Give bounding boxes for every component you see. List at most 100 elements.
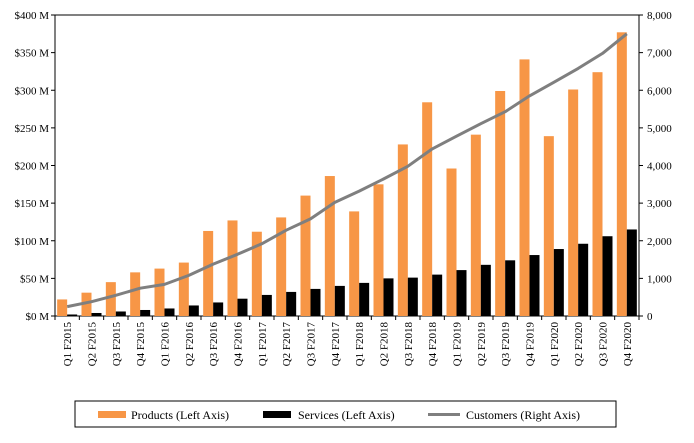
y-right-tick-label: 0 — [647, 311, 653, 323]
bar-products — [592, 72, 603, 316]
axes-layer: $0 M $50 M $100 M $150 M $200 M $250 M $300 M $… — [14, 10, 672, 366]
bar-services — [602, 236, 613, 316]
y-left-tick-label: $0 M — [25, 311, 49, 323]
y-left-tick-label: $200 M — [14, 161, 49, 173]
bar-services — [261, 294, 272, 316]
legend-label-services: Services (Left Axis) — [298, 408, 395, 422]
bar-products — [495, 91, 506, 316]
x-tick-label: Q4 F2017 — [330, 321, 342, 366]
bar-services — [164, 308, 175, 316]
bar-products — [81, 292, 92, 316]
x-tick-label: Q1 F2018 — [354, 322, 366, 367]
bar-services — [115, 311, 126, 316]
x-tick-label: Q1 F2015 — [62, 322, 74, 367]
x-tick-label: Q2 F2020 — [573, 322, 585, 367]
bar-services — [213, 302, 224, 316]
legend-box — [74, 400, 617, 428]
bar-services — [188, 305, 199, 316]
bar-services — [286, 291, 297, 316]
x-tick-label: Q3 F2016 — [208, 322, 220, 367]
bar-services — [359, 282, 370, 316]
bar-products — [154, 268, 165, 316]
line-customers — [66, 32, 628, 309]
bar-services — [578, 243, 589, 316]
x-tick-label: Q2 F2017 — [281, 322, 293, 367]
x-tick-label: Q2 F2016 — [184, 321, 196, 366]
x-tick-label: Q1 F2020 — [549, 321, 561, 366]
bar-products — [422, 102, 433, 316]
bar-products — [276, 217, 287, 316]
x-tick-label: Q2 F2015 — [87, 322, 99, 367]
y-left-tick-label: $250 M — [14, 123, 49, 135]
legend-swatch-products — [98, 411, 126, 418]
bar-services — [310, 288, 321, 316]
bar-products — [349, 211, 360, 316]
y-right-tick-label: 5,000 — [647, 123, 672, 135]
x-tick-label: Q1 F2017 — [257, 321, 269, 366]
bar-products — [300, 195, 311, 316]
bar-services — [626, 229, 637, 316]
bar-products — [130, 272, 141, 316]
y-left-tick-label: $150 M — [14, 198, 49, 210]
line-layer — [66, 32, 628, 309]
bar-services — [140, 309, 151, 316]
bar-products — [519, 59, 530, 317]
x-tick-label: Q3 F2018 — [403, 321, 415, 366]
legend-label-customers: Customers (Right Axis) — [466, 408, 580, 422]
x-tick-label: Q4 F2019 — [525, 322, 537, 367]
y-right-tick-label: 1,000 — [647, 273, 672, 285]
bar-products — [105, 282, 116, 316]
bar-services — [480, 264, 491, 316]
bar-products — [324, 176, 335, 316]
bars-layer — [57, 32, 637, 317]
bar-products — [203, 230, 214, 316]
x-tick-label: Q3 F2017 — [306, 322, 318, 367]
x-tick-label: Q4 F2016 — [233, 322, 245, 367]
bar-products — [397, 144, 408, 316]
x-tick-label: Q1 F2016 — [160, 322, 172, 367]
y-left-tick-label: $300 M — [14, 85, 49, 97]
bar-products — [616, 32, 627, 317]
y-left-tick-label: $400 M — [14, 10, 49, 22]
bar-services — [91, 312, 102, 316]
bar-products — [178, 262, 189, 316]
bar-products — [543, 136, 554, 316]
legend: Products (Left Axis) Services (Left Axis… — [74, 400, 617, 428]
x-tick-label: Q3 F2015 — [111, 321, 123, 366]
bar-services — [553, 249, 564, 316]
bar-products — [470, 134, 481, 316]
y-right-tick-label: 2,000 — [647, 236, 672, 248]
y-left-tick-label: $50 M — [20, 273, 49, 285]
bar-services — [505, 260, 516, 316]
bar-services — [334, 285, 345, 316]
bar-services — [432, 274, 443, 316]
bar-services — [407, 277, 418, 316]
legend-label-products: Products (Left Axis) — [131, 408, 229, 422]
bar-services — [237, 298, 248, 316]
bar-products — [568, 89, 579, 316]
x-tick-label: Q4 F2020 — [622, 321, 634, 366]
x-tick-label: Q2 F2019 — [476, 321, 488, 366]
bar-products — [57, 299, 68, 316]
x-tick-label: Q2 F2018 — [379, 322, 391, 367]
x-tick-label: Q4 F2015 — [135, 322, 147, 367]
x-tick-label: Q3 F2020 — [598, 322, 610, 367]
bar-products — [251, 231, 262, 316]
bar-services — [67, 314, 78, 316]
y-right-tick-label: 4,000 — [647, 161, 672, 173]
y-right-tick-label: 6,000 — [647, 85, 672, 97]
legend-swatch-services — [263, 411, 291, 418]
bar-services — [456, 270, 467, 316]
y-right-tick-label: 7,000 — [647, 48, 672, 60]
bar-products — [227, 220, 238, 316]
x-tick-label: Q4 F2018 — [427, 322, 439, 367]
y-left-tick-label: $100 M — [14, 236, 49, 248]
y-left-tick-label: $350 M — [14, 48, 49, 60]
x-tick-label: Q1 F2019 — [452, 322, 464, 367]
x-tick-label: Q3 F2019 — [500, 322, 512, 367]
bar-services — [529, 255, 540, 316]
y-right-tick-label: 8,000 — [647, 10, 672, 22]
bar-products — [373, 184, 384, 316]
bar-products — [446, 168, 457, 316]
